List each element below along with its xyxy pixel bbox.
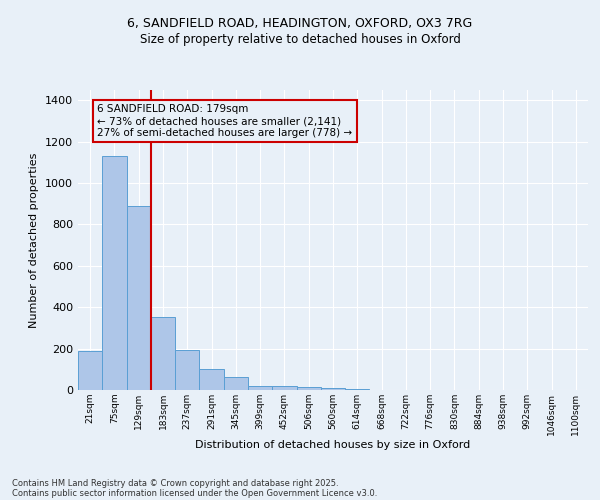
Bar (321, 388, 345, 390)
Bar (272, 386, 296, 390)
Text: Contains HM Land Registry data © Crown copyright and database right 2025.: Contains HM Land Registry data © Crown c… (12, 478, 338, 488)
Bar (248, 386, 272, 390)
Bar (224, 376, 248, 390)
Bar (78, 350, 102, 390)
Bar (102, 156, 127, 390)
Bar (151, 316, 175, 390)
Text: Size of property relative to detached houses in Oxford: Size of property relative to detached ho… (140, 32, 460, 46)
Text: 6 SANDFIELD ROAD: 179sqm
← 73% of detached houses are smaller (2,141)
27% of sem: 6 SANDFIELD ROAD: 179sqm ← 73% of detach… (97, 104, 353, 138)
Bar (175, 350, 199, 390)
Bar (199, 370, 224, 390)
X-axis label: Distribution of detached houses by size in Oxford: Distribution of detached houses by size … (196, 440, 470, 450)
Y-axis label: Number of detached properties: Number of detached properties (29, 152, 40, 328)
Bar (127, 206, 151, 390)
Bar (345, 389, 370, 390)
Text: Contains public sector information licensed under the Open Government Licence v3: Contains public sector information licen… (12, 488, 377, 498)
Bar (296, 387, 321, 390)
Text: 6, SANDFIELD ROAD, HEADINGTON, OXFORD, OX3 7RG: 6, SANDFIELD ROAD, HEADINGTON, OXFORD, O… (127, 18, 473, 30)
